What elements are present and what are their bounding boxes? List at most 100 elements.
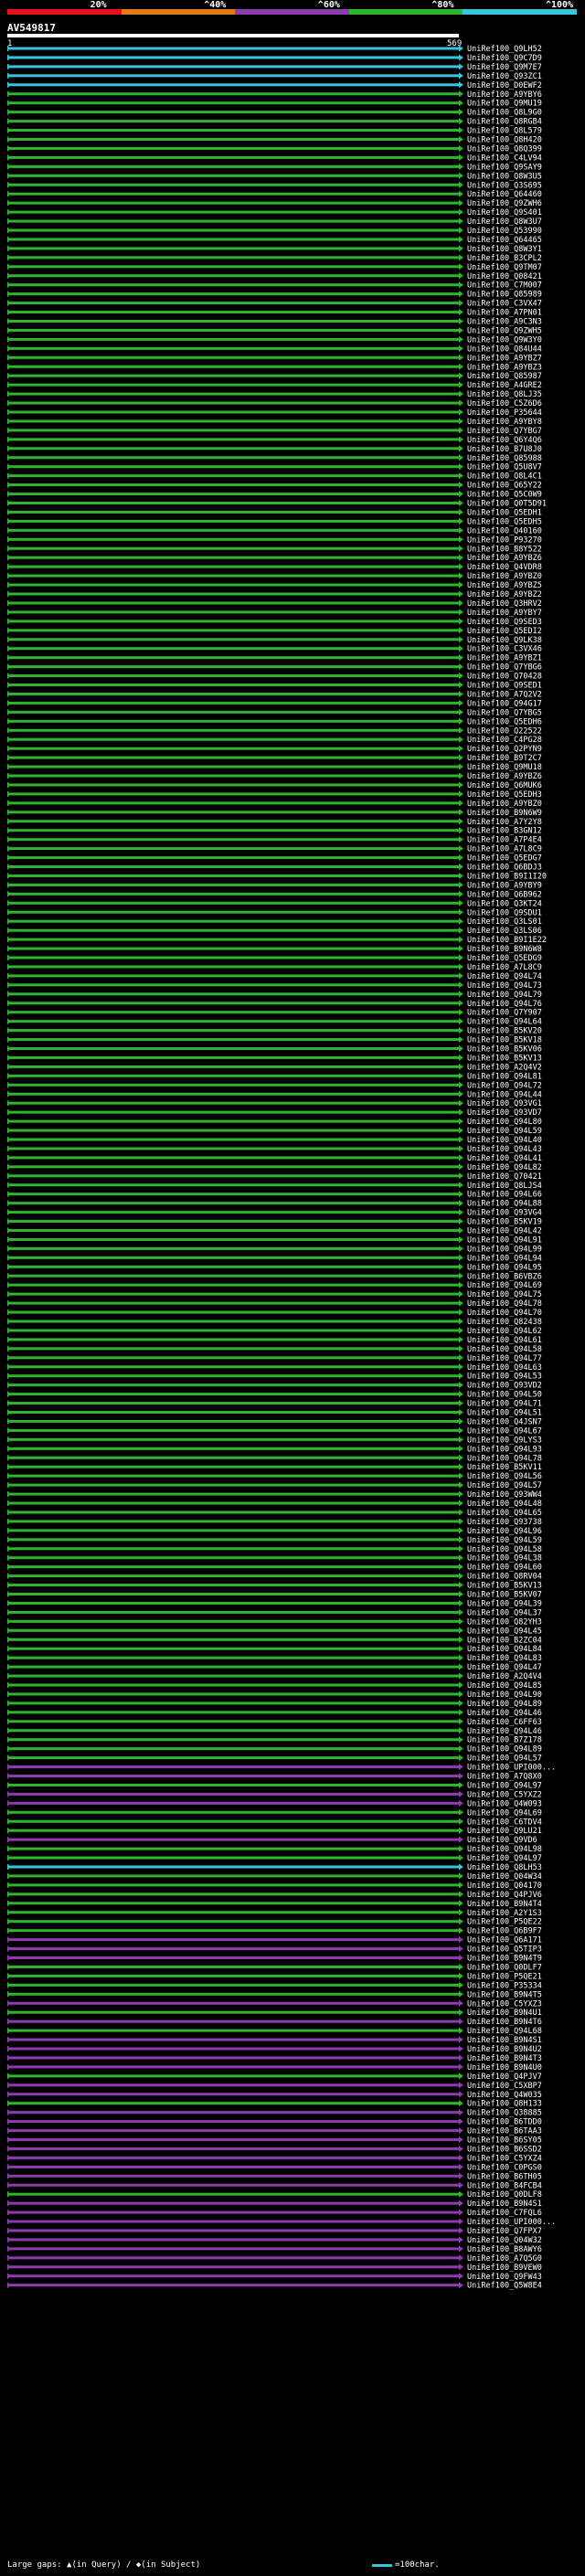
hit-label[interactable]: UniRef100_C4LV94 [467,154,542,163]
hit-bar[interactable] [7,1556,459,1560]
hit-label[interactable]: UniRef100_Q6MUK6 [467,781,542,790]
hit-row[interactable]: UniRef100_B9N4T4 [7,1900,542,1909]
hit-row[interactable]: UniRef100_Q5W8E4 [7,2282,542,2291]
hit-label[interactable]: UniRef100_Q6Y4Q6 [467,436,542,445]
hit-bar[interactable] [7,183,459,186]
hit-bar[interactable] [7,1129,459,1132]
hit-bar[interactable] [7,1838,459,1841]
hit-row[interactable]: UniRef100_Q94L88 [7,1200,542,1209]
hit-label[interactable]: UniRef100_Q94G17 [467,699,542,708]
hit-row[interactable]: UniRef100_Q3LS06 [7,927,542,936]
hit-label[interactable]: UniRef100_A4GRE2 [467,381,542,390]
hit-bar[interactable] [7,710,459,714]
hit-row[interactable]: UniRef100_Q4PJV7 [7,2072,542,2082]
hit-bar[interactable] [7,2038,459,2041]
hit-label[interactable]: UniRef100_Q93738 [467,1518,542,1527]
hit-label[interactable]: UniRef100_Q04W34 [467,1872,542,1882]
hit-row[interactable]: UniRef100_B9I1E22 [7,936,547,945]
hit-row[interactable]: UniRef100_Q9ZWH6 [7,199,542,208]
hit-bar[interactable] [7,1929,459,1933]
hit-label[interactable]: UniRef100_Q7YBG6 [467,663,542,673]
hit-label[interactable]: UniRef100_Q8RGB4 [467,118,542,127]
hit-bar[interactable] [7,2183,459,2187]
hit-row[interactable]: UniRef100_Q94L89 [7,1700,542,1709]
hit-label[interactable]: UniRef100_Q94L76 [467,1000,542,1009]
hit-row[interactable]: UniRef100_B5KV18 [7,1036,542,1045]
hit-row[interactable]: UniRef100_Q8W3Y1 [7,245,542,254]
hit-bar[interactable] [7,674,459,678]
hit-bar[interactable] [7,1038,459,1042]
hit-row[interactable]: UniRef100_Q94L82 [7,1163,542,1172]
hit-row[interactable]: UniRef100_A9YBZ6 [7,554,542,563]
hit-label[interactable]: UniRef100_A2Y1S3 [467,1909,542,1918]
hit-row[interactable]: UniRef100_Q6Y4Q6 [7,436,542,445]
hit-row[interactable]: UniRef100_Q4VDR8 [7,563,542,572]
hit-label[interactable]: UniRef100_C7FQL6 [467,2209,542,2218]
hit-bar[interactable] [7,1138,459,1141]
hit-bar[interactable] [7,1483,459,1487]
hit-label[interactable]: UniRef100_Q6A171 [467,1936,542,1945]
hit-row[interactable]: UniRef100_Q5C0W9 [7,491,542,500]
hit-row[interactable]: UniRef100_Q94L94 [7,1254,542,1263]
hit-bar[interactable] [7,747,459,750]
hit-row[interactable]: UniRef100_Q94L63 [7,1363,542,1373]
hit-label[interactable]: UniRef100_Q94L45 [467,1627,542,1636]
hit-label[interactable]: UniRef100_Q94L98 [467,1845,542,1854]
hit-label[interactable]: UniRef100_A9YBZ5 [467,581,542,590]
hit-label[interactable]: UniRef100_C5YXZ2 [467,1790,542,1799]
hit-bar[interactable] [7,1775,459,1777]
hit-row[interactable]: UniRef100_Q93VD7 [7,1108,542,1118]
hit-row[interactable]: UniRef100_Q9LK38 [7,636,542,645]
hit-row[interactable]: UniRef100_A7Q2V2 [7,690,542,699]
hit-label[interactable]: UniRef100_Q94L44 [467,1090,542,1099]
hit-row[interactable]: UniRef100_A9C3N3 [7,318,542,327]
hit-label[interactable]: UniRef100_B9N4T4 [467,1900,542,1909]
hit-bar[interactable] [7,2229,459,2232]
hit-bar[interactable] [7,1428,459,1432]
hit-bar[interactable] [7,1165,459,1169]
hit-row[interactable]: UniRef100_Q9SED1 [7,682,542,691]
hit-label[interactable]: UniRef100_Q8LJS4 [467,1182,542,1191]
hit-label[interactable]: UniRef100_B6SY05 [467,2136,542,2146]
hit-row[interactable]: UniRef100_Q5TIP3 [7,1945,542,1955]
hit-label[interactable]: UniRef100_C5YXZ4 [467,2154,542,2163]
hit-bar[interactable] [7,1565,459,1569]
hit-bar[interactable] [7,1747,459,1751]
hit-row[interactable]: UniRef100_Q53990 [7,227,542,236]
hit-label[interactable]: UniRef100_A9YBZ6 [467,772,542,781]
hit-label[interactable]: UniRef100_P5QE22 [467,1918,542,1927]
hit-label[interactable]: UniRef100_Q94L95 [467,1263,542,1272]
hit-row[interactable]: UniRef100_Q5EDI2 [7,627,542,636]
hit-bar[interactable] [7,111,459,114]
hit-label[interactable]: UniRef100_Q94L97 [467,1781,542,1790]
hit-bar[interactable] [7,2238,459,2242]
hit-bar[interactable] [7,947,459,950]
hit-row[interactable]: UniRef100_Q94L76 [7,1000,542,1009]
hit-row[interactable]: UniRef100_Q04W34 [7,1872,542,1882]
hit-row[interactable]: UniRef100_B4FCB4 [7,2181,542,2190]
hit-label[interactable]: UniRef100_Q70428 [467,673,542,682]
hit-label[interactable]: UniRef100_Q94L89 [467,1745,542,1754]
hit-label[interactable]: UniRef100_Q94L43 [467,1145,542,1154]
hit-row[interactable]: UniRef100_Q8W3U7 [7,217,542,227]
hit-row[interactable]: UniRef100_Q94L38 [7,1554,542,1564]
hit-bar[interactable] [7,801,459,805]
hit-row[interactable]: UniRef100_B9VEW0 [7,2263,542,2273]
hit-bar[interactable] [7,274,459,278]
hit-label[interactable]: UniRef100_Q64465 [467,236,542,245]
hit-row[interactable]: UniRef100_B9N4T6 [7,2018,542,2027]
hit-bar[interactable] [7,519,459,523]
hit-row[interactable]: UniRef100_B9N4T5 [7,1990,542,1999]
hit-bar[interactable] [7,1756,459,1760]
hit-row[interactable]: UniRef100_C3VX46 [7,645,542,654]
hit-label[interactable]: UniRef100_Q93VG4 [467,1209,542,1218]
hit-label[interactable]: UniRef100_Q94L69 [467,1808,542,1818]
hit-bar[interactable] [7,2120,459,2124]
hit-label[interactable]: UniRef100_Q9SAY9 [467,163,542,172]
hit-bar[interactable] [7,820,459,823]
hit-label[interactable]: UniRef100_Q7FPX7 [467,2227,542,2236]
hit-label[interactable]: UniRef100_Q94L97 [467,1854,542,1863]
hit-label[interactable]: UniRef100_B9N4S1 [467,2036,542,2045]
hit-row[interactable]: UniRef100_Q94L83 [7,1654,542,1663]
hit-row[interactable]: UniRef100_Q9W3Y0 [7,335,542,345]
